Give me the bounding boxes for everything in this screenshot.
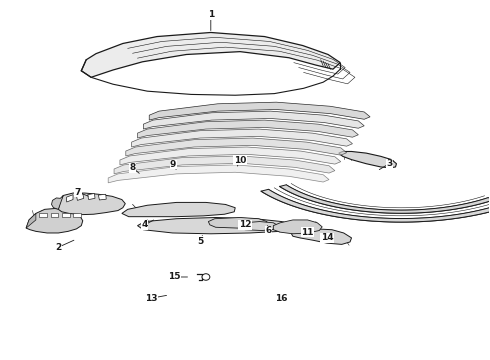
Polygon shape <box>51 195 63 210</box>
Polygon shape <box>39 213 47 217</box>
Text: 7: 7 <box>74 188 81 197</box>
Polygon shape <box>120 147 341 165</box>
Polygon shape <box>261 189 490 222</box>
Polygon shape <box>98 194 106 200</box>
Polygon shape <box>26 213 36 228</box>
Polygon shape <box>149 102 370 120</box>
Polygon shape <box>339 152 396 168</box>
Text: 13: 13 <box>145 294 157 303</box>
Polygon shape <box>138 217 294 234</box>
Polygon shape <box>292 229 351 244</box>
Text: 6: 6 <box>265 226 271 235</box>
Text: 10: 10 <box>234 156 246 165</box>
Text: 16: 16 <box>275 294 288 303</box>
Polygon shape <box>126 138 346 156</box>
Text: 4: 4 <box>142 220 148 229</box>
Polygon shape <box>138 120 358 138</box>
Polygon shape <box>81 32 340 77</box>
Polygon shape <box>62 213 70 217</box>
Text: 3: 3 <box>386 159 392 168</box>
Polygon shape <box>76 193 84 201</box>
Text: 2: 2 <box>55 243 61 252</box>
Text: 12: 12 <box>239 220 251 229</box>
Polygon shape <box>26 208 83 233</box>
Text: 1: 1 <box>208 10 214 19</box>
Polygon shape <box>280 185 490 213</box>
Polygon shape <box>208 217 267 228</box>
Polygon shape <box>132 129 352 147</box>
Polygon shape <box>122 202 235 217</box>
Polygon shape <box>273 220 322 234</box>
Text: 8: 8 <box>129 163 136 172</box>
Polygon shape <box>108 165 329 183</box>
Text: 11: 11 <box>301 228 314 237</box>
Polygon shape <box>88 193 95 199</box>
Polygon shape <box>58 193 125 215</box>
Circle shape <box>202 274 210 280</box>
Polygon shape <box>144 111 364 129</box>
Polygon shape <box>67 195 73 202</box>
Polygon shape <box>239 221 278 230</box>
Text: 14: 14 <box>321 233 333 242</box>
Polygon shape <box>114 156 335 174</box>
Text: 9: 9 <box>170 160 176 169</box>
Text: 5: 5 <box>197 237 203 246</box>
Text: 15: 15 <box>168 273 180 282</box>
Polygon shape <box>73 213 81 217</box>
Polygon shape <box>50 213 58 217</box>
